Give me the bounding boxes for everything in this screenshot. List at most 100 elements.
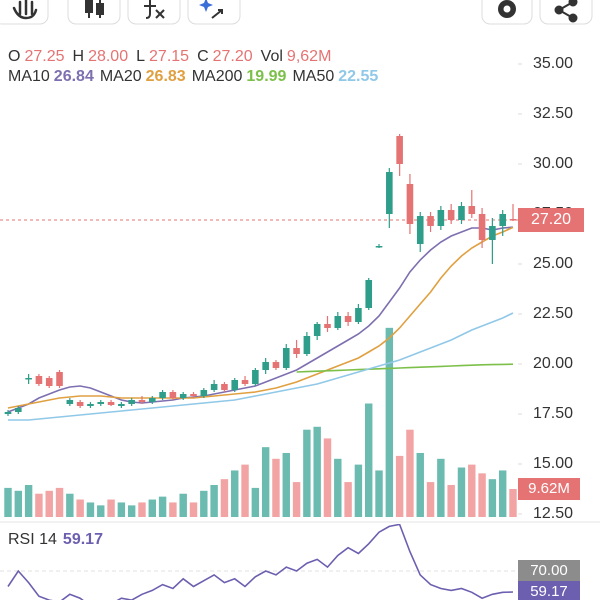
volume-bar	[509, 489, 517, 517]
candle-body	[118, 404, 125, 406]
candle-body	[210, 384, 218, 390]
share-button[interactable]	[539, 0, 593, 25]
volume-bar	[272, 458, 280, 517]
last-price-box	[518, 208, 584, 232]
rsi-value-box	[518, 581, 580, 600]
rsi-line	[7, 524, 514, 600]
candle-body	[437, 210, 445, 226]
volume-bar	[303, 429, 311, 517]
volume-bar	[45, 490, 53, 517]
volume-bar	[220, 479, 229, 517]
volume-bar	[55, 487, 64, 517]
ohlc-value: 9,62M	[287, 48, 331, 65]
volume-bar	[334, 458, 342, 517]
ohlc-value: 27.25	[24, 48, 64, 65]
ma-name: MA20	[100, 68, 142, 85]
volume-bar	[66, 493, 74, 517]
rsi-legend: RSI 14 59.17	[8, 531, 103, 548]
ohlc-value: 28.00	[88, 48, 128, 65]
candle-body	[375, 246, 383, 248]
ma-line	[8, 312, 514, 421]
candle-body	[509, 219, 517, 221]
candle-body	[148, 398, 156, 402]
volume-bar	[97, 505, 105, 517]
y-tick-label: 25.00	[533, 255, 573, 272]
candle-body	[468, 206, 476, 214]
ma-value: 26.83	[146, 68, 186, 85]
volume-bar	[117, 502, 126, 517]
volume-bar	[76, 499, 84, 517]
candle-body	[386, 172, 393, 214]
ma-name: MA10	[8, 68, 50, 85]
candle-body	[25, 378, 32, 380]
candle-body	[159, 392, 166, 398]
candle-body	[478, 214, 486, 240]
candle-body	[303, 336, 311, 354]
volume-bar	[35, 493, 43, 517]
candle-body	[87, 404, 94, 406]
volume-bar	[231, 470, 239, 517]
candle-body	[138, 400, 146, 402]
candle-body	[190, 394, 197, 396]
ma-line	[7, 226, 514, 409]
ohlc-name: C	[197, 48, 209, 65]
volume-label: 9.62M	[528, 480, 570, 497]
candle-body	[56, 372, 63, 386]
candle-body	[365, 280, 373, 308]
candle-body	[293, 348, 300, 354]
candle-body	[447, 210, 455, 220]
volume-bar	[24, 484, 33, 517]
volume-bar	[395, 455, 404, 517]
indicator-button[interactable]	[127, 0, 181, 25]
candle-body	[66, 400, 74, 404]
volume-bar	[282, 452, 290, 517]
share-icon	[554, 0, 578, 23]
last-price-label: 27.20	[531, 211, 571, 228]
volume-bar	[447, 484, 455, 517]
fx-icon	[144, 0, 165, 19]
hand-icon	[12, 0, 38, 20]
candle-body	[231, 380, 239, 390]
ai-button[interactable]	[187, 0, 241, 25]
y-tick-label: 17.50	[533, 405, 573, 422]
volume-label-box	[518, 478, 580, 501]
candle-body	[282, 348, 290, 368]
volume-bar	[323, 438, 332, 517]
candle-body	[107, 402, 115, 405]
candle-icon	[85, 0, 104, 18]
volume-bar	[179, 493, 187, 517]
toolbar	[0, 0, 593, 25]
candle-tool-button[interactable]	[67, 0, 121, 25]
ohlc-value: 27.20	[213, 48, 253, 65]
volume-bar	[189, 502, 198, 517]
volume-bar	[385, 327, 394, 517]
volume-bar	[365, 403, 373, 517]
candle-body	[128, 400, 135, 404]
ma-value: 19.99	[246, 68, 286, 85]
y-tick-label: 22.50	[533, 305, 573, 322]
volume-bar	[344, 482, 352, 517]
candle-body	[179, 394, 187, 398]
volume-bar	[241, 464, 249, 517]
candle-body	[97, 402, 105, 404]
candle-body	[262, 362, 269, 370]
ohlc-name: Vol	[261, 48, 283, 65]
volume-bar	[488, 479, 497, 517]
sparkle-icon	[199, 0, 223, 19]
candle-body	[406, 184, 414, 224]
gear-icon	[498, 0, 516, 18]
ohlc-value: 27.15	[149, 48, 189, 65]
hand-tool-button[interactable]	[0, 0, 49, 25]
candle-body	[499, 214, 506, 226]
ohlc-name: L	[136, 48, 145, 65]
ma-value: 26.84	[54, 68, 94, 85]
candle-body	[324, 324, 331, 328]
volume-bar	[375, 470, 383, 517]
volume-bar	[406, 429, 414, 517]
ma-name: MA200	[192, 68, 243, 85]
candle-body	[221, 384, 228, 390]
ohlc-name: O	[8, 48, 20, 65]
volume-bar	[457, 467, 466, 517]
